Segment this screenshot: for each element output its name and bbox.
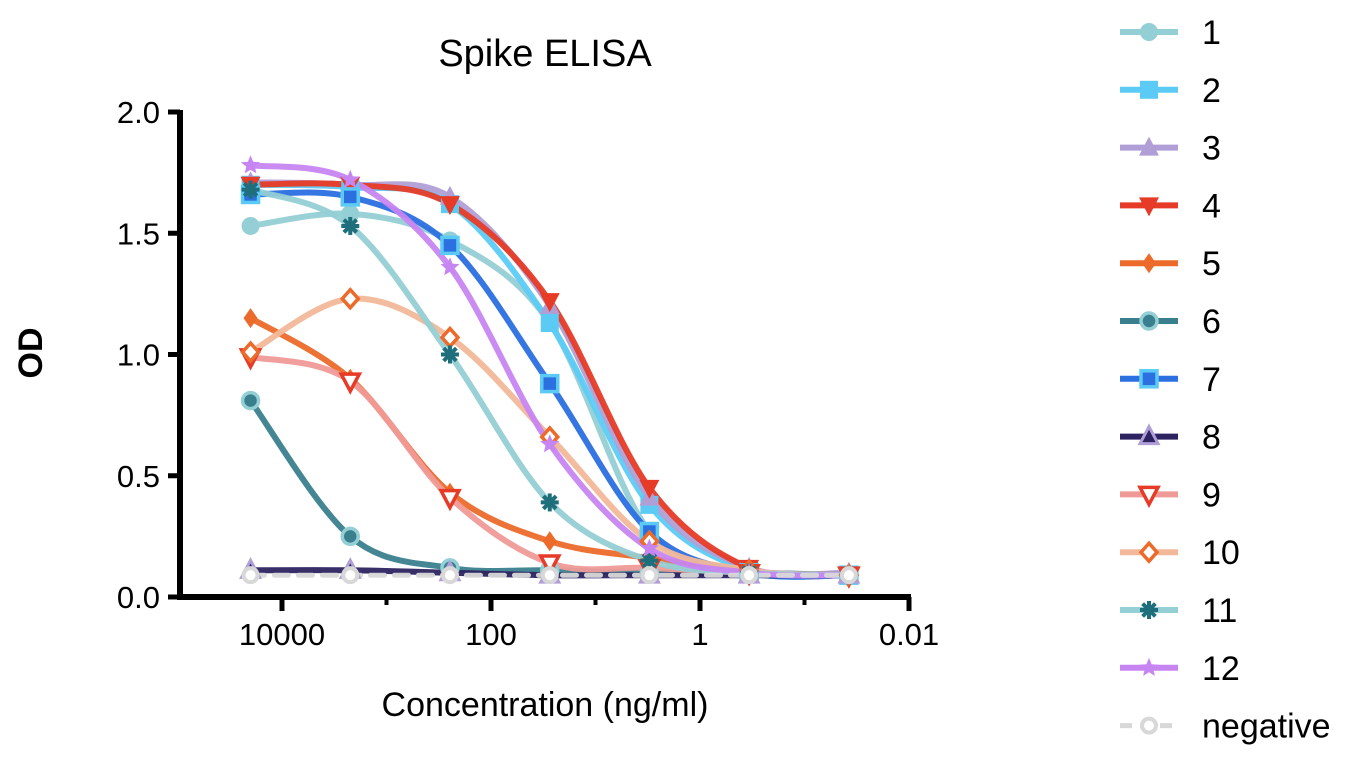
legend-marker xyxy=(1140,23,1158,41)
legend-marker xyxy=(1139,657,1159,676)
legend-label: 4 xyxy=(1202,187,1221,225)
point-11 xyxy=(540,493,559,512)
x-tick-label: 1 xyxy=(691,617,708,652)
legend-marker xyxy=(1139,136,1159,156)
legend-label: 8 xyxy=(1202,419,1221,457)
point-2 xyxy=(540,313,559,332)
point-12 xyxy=(540,434,560,453)
y-tick-label: 2.0 xyxy=(117,95,160,130)
legend-label: 5 xyxy=(1202,245,1221,283)
point-12 xyxy=(241,155,261,174)
x-tick-label: 0.01 xyxy=(879,617,939,652)
y-tick-label: 0.5 xyxy=(117,459,160,494)
legend-label: 3 xyxy=(1202,130,1221,168)
axes: 0.0 0.5 1.0 1.5 2.0 10000 100 1 0.01 xyxy=(117,95,939,652)
point-12 xyxy=(340,169,360,188)
x-axis-label: Concentration (ng/ml) xyxy=(382,686,709,724)
y-tick-label: 0.0 xyxy=(117,580,160,615)
legend-label: 11 xyxy=(1202,592,1237,630)
legend-item-1: 1 xyxy=(1120,14,1221,52)
legend-marker xyxy=(1142,253,1156,274)
point-10 xyxy=(339,287,361,311)
legend-item-9: 9 xyxy=(1120,476,1221,514)
legend-marker xyxy=(1139,197,1159,217)
legend-item-7: 7 xyxy=(1120,361,1221,399)
point-4 xyxy=(340,176,361,196)
point-negative xyxy=(839,566,858,585)
point-7 xyxy=(440,235,460,256)
legend-label: 6 xyxy=(1202,303,1221,341)
legend-label: 12 xyxy=(1202,650,1240,688)
point-11 xyxy=(341,216,360,235)
point-12 xyxy=(639,538,659,557)
point-9 xyxy=(338,372,363,395)
x-tick-label: 100 xyxy=(465,617,517,652)
point-9 xyxy=(438,488,462,512)
point-4 xyxy=(439,196,460,216)
data-markers xyxy=(238,155,861,589)
point-negative xyxy=(440,566,459,585)
legend-marker xyxy=(1137,423,1161,446)
legend-item-5: 5 xyxy=(1120,245,1221,283)
fit-curves xyxy=(247,162,852,580)
legend-item-11: 11 xyxy=(1120,592,1237,630)
point-6 xyxy=(240,390,261,411)
legend-marker xyxy=(1137,485,1161,509)
legend-marker xyxy=(1140,80,1158,99)
legend-item-negative: negative xyxy=(1120,708,1331,746)
x-tick-label: 10000 xyxy=(239,617,325,652)
legend-label: negative xyxy=(1202,708,1331,746)
point-11 xyxy=(440,345,459,364)
point-4 xyxy=(639,479,660,499)
legend-marker xyxy=(1140,601,1158,619)
point-7 xyxy=(540,373,560,394)
y-axis-label: OD xyxy=(12,328,50,379)
point-negative xyxy=(241,566,260,585)
point-10 xyxy=(240,340,261,364)
legend-label: 1 xyxy=(1202,14,1221,52)
y-tick-label: 1.0 xyxy=(117,338,160,373)
legend-item-8: 8 xyxy=(1120,419,1221,457)
legend-item-2: 2 xyxy=(1120,72,1221,110)
series-line-1 xyxy=(247,210,852,580)
legend-label: 7 xyxy=(1202,361,1221,399)
legend-marker xyxy=(1138,540,1160,564)
point-negative xyxy=(740,566,759,585)
legend-marker xyxy=(1139,369,1159,389)
point-6 xyxy=(340,526,361,547)
point-1 xyxy=(341,204,360,223)
legend-label: 9 xyxy=(1202,476,1221,514)
point-12 xyxy=(440,257,460,276)
legend-item-6: 6 xyxy=(1120,303,1221,341)
point-4 xyxy=(539,293,560,313)
legend-item-10: 10 xyxy=(1120,534,1240,572)
legend-item-3: 3 xyxy=(1120,130,1221,168)
point-negative xyxy=(540,566,559,585)
chart-title: Spike ELISA xyxy=(438,33,652,75)
legend-label: 2 xyxy=(1202,72,1221,110)
point-5 xyxy=(243,308,258,329)
legend-label: 10 xyxy=(1202,534,1240,572)
legend-item-12: 12 xyxy=(1120,650,1240,688)
point-negative xyxy=(640,566,659,585)
legend-marker xyxy=(1139,311,1159,331)
point-9 xyxy=(537,554,562,577)
y-tick-label: 1.5 xyxy=(117,216,160,251)
point-11 xyxy=(241,180,260,199)
legend-marker xyxy=(1140,716,1158,735)
point-negative xyxy=(341,566,360,585)
point-1 xyxy=(241,216,260,235)
legend-item-4: 4 xyxy=(1120,187,1221,225)
point-5 xyxy=(542,531,557,552)
point-7 xyxy=(340,187,361,207)
